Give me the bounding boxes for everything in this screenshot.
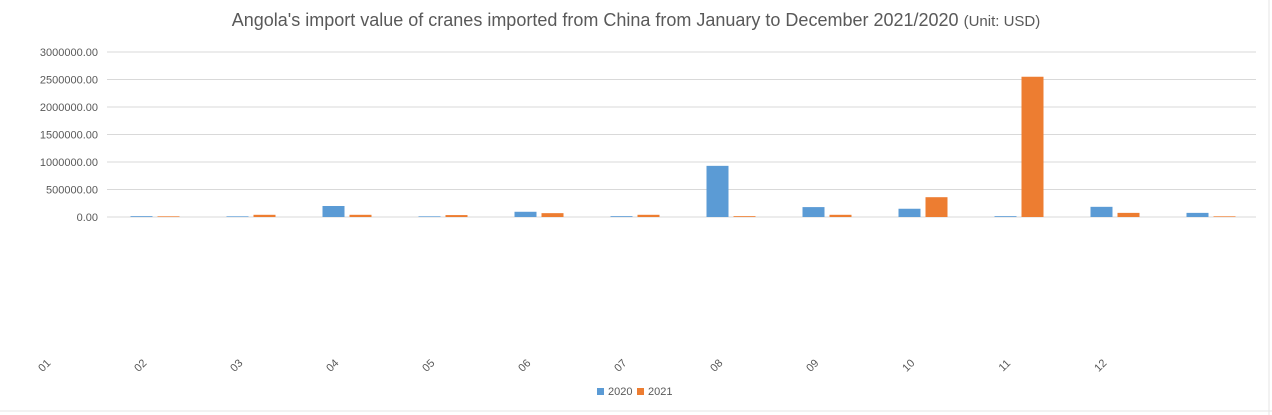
x-tick-label: 06 [516,357,533,374]
bar-2021-09 [925,197,948,217]
bar-2021-03 [349,214,372,217]
y-tick-label: 2500000.00 [40,75,98,87]
bar-2021-11 [1117,212,1140,217]
x-tick-label: 03 [228,357,245,374]
x-tick-label: 05 [420,357,437,374]
bar-2020-05 [514,211,537,217]
bar-2021-04 [445,215,468,217]
bar-2021-10 [1021,76,1044,217]
legend-swatch-2021 [637,388,644,395]
bar-2020-10 [994,216,1017,217]
bar-2021-06 [637,214,660,217]
bar-2021-01 [157,216,180,217]
y-tick-label: 3000000.00 [40,47,98,59]
x-tick-label: 02 [132,357,149,374]
y-tick-label: 500000.00 [46,185,98,197]
bar-2020-01 [130,216,153,217]
bar-2020-04 [418,216,441,217]
bar-2020-02 [226,216,249,217]
y-tick-label: 1000000.00 [40,157,98,169]
bar-2021-02 [253,214,276,217]
x-tick-label: 12 [1092,357,1109,374]
legend-swatch-2020 [597,388,604,395]
bar-2020-03 [322,206,345,217]
bar-2020-11 [1090,206,1113,217]
y-tick-label: 2000000.00 [40,102,98,114]
bar-2021-05 [541,213,564,217]
bar-2020-07 [706,165,729,217]
bar-2020-09 [898,208,921,217]
x-tick-label: 10 [900,357,917,374]
x-tick-label: 01 [36,357,53,374]
chart-title-text: Angola's import value of cranes imported… [231,10,959,30]
chart-title: Angola's import value of cranes imported… [0,10,1272,31]
x-tick-label: 08 [708,357,725,374]
bar-2020-08 [802,207,825,217]
x-tick-label: 07 [612,357,629,374]
legend-label-2020: 2020 [608,386,632,398]
bar-2020-06 [610,216,633,217]
chart-title-unit: (Unit: USD) [963,13,1041,30]
x-tick-label: 04 [324,357,341,374]
legend-label-2021: 2021 [648,386,672,398]
x-tick-label: 11 [997,358,1014,375]
y-tick-label: 1500000.00 [40,130,98,142]
bar-2020-12 [1186,212,1209,217]
bar-2021-08 [829,214,852,217]
y-tick-label: 0.00 [77,212,98,224]
x-tick-label: 09 [804,357,821,374]
bar-2021-12 [1213,216,1236,217]
bar-2021-07 [733,216,756,217]
